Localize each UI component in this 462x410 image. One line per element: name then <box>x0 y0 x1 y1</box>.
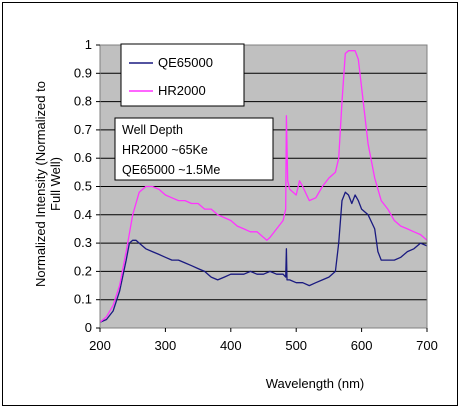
series-line-hr2000 <box>99 50 428 323</box>
x-tick-label-0: 200 <box>89 338 111 353</box>
y-tick-label-4: 0.4 <box>74 207 92 222</box>
y-tick-label-9: 0.9 <box>74 65 92 80</box>
y-tick-label-10: 1 <box>85 37 92 52</box>
x-axis-label: Wavelength (nm) <box>266 376 365 391</box>
x-tick-label-2: 400 <box>220 338 242 353</box>
y-axis-label-line-1: Normalized Intensity (Normalized to <box>33 81 48 287</box>
legend: QE65000 HR2000 <box>120 43 245 107</box>
y-tick-label-6: 0.6 <box>74 150 92 165</box>
y-tick-label-2: 0.2 <box>74 263 92 278</box>
y-tick-label-1: 0.1 <box>74 292 92 307</box>
well-depth-annotation: Well Depth HR2000 ~65Ke QE65000 ~1.5Me <box>114 117 274 181</box>
annotation-line-2: HR2000 ~65Ke <box>122 143 208 157</box>
annotation-line-3: QE65000 ~1.5Me <box>122 163 220 177</box>
y-tick-label-0: 0 <box>85 320 92 335</box>
x-tick-label-4: 600 <box>351 338 373 353</box>
chart-svg: 0 0.1 0.2 0.3 0.4 0.5 0.6 0.7 0.8 0.9 1 200 300 400 5… <box>33 37 438 391</box>
x-tick-label-3: 500 <box>285 338 307 353</box>
y-axis-label-line-2: Full Well) <box>48 157 63 211</box>
chart-frame: 0 0.1 0.2 0.3 0.4 0.5 0.6 0.7 0.8 0.9 1 200 300 400 5… <box>2 2 458 406</box>
series-line-qe65000 <box>99 191 428 323</box>
y-tick-label-3: 0.3 <box>74 235 92 250</box>
legend-label-qe65000: QE65000 <box>158 55 213 70</box>
annotation-line-1: Well Depth <box>122 123 183 137</box>
x-tick-label-5: 700 <box>416 338 438 353</box>
y-tick-label-8: 0.8 <box>74 94 92 109</box>
y-tick-label-5: 0.5 <box>74 179 92 194</box>
legend-label-hr2000: HR2000 <box>158 83 206 98</box>
y-tick-label-7: 0.7 <box>74 122 92 137</box>
x-tick-label-1: 300 <box>155 338 177 353</box>
